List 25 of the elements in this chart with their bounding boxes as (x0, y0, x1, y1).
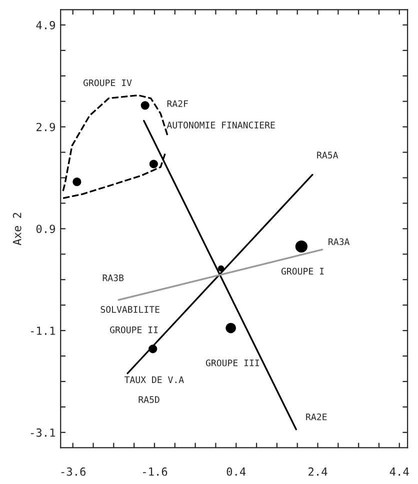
annotation: SOLVABILITE (100, 306, 160, 313)
annotation: AUTONOMIE FINANCIERE (166, 122, 275, 128)
annotation: GROUPE IV (84, 79, 132, 86)
x-tick-label: -3.6 (61, 467, 86, 476)
annotation: TAUX DE V.A (124, 376, 184, 384)
annotation: GROUPE II (110, 326, 158, 334)
x-tick-label: 2.4 (308, 467, 328, 476)
line-series (62, 94, 168, 192)
y-tick-label: 4.9 (36, 20, 55, 30)
annotation: RA3A (328, 238, 350, 246)
y-tick-label: 0.9 (36, 224, 55, 234)
x-tick-label: 0.4 (226, 467, 246, 476)
y-axis-title: Axe 2 (12, 212, 22, 246)
annotation: RA3B (102, 274, 124, 282)
y-tick-label: -1.1 (30, 326, 55, 335)
x-tick-label: -1.6 (143, 467, 168, 476)
annotation: RA2E (306, 413, 327, 420)
annotation: GROUPE III (206, 359, 259, 366)
annotation: RA2F (167, 100, 188, 107)
y-tick-label: -3.1 (30, 428, 55, 437)
annotation: RA5A (317, 152, 338, 158)
annotation: RA5D (138, 396, 160, 403)
x-tick-label: 4.4 (390, 468, 409, 476)
annotation: GROUPE I (281, 268, 324, 275)
y-tick-label: 2.9 (36, 122, 55, 132)
